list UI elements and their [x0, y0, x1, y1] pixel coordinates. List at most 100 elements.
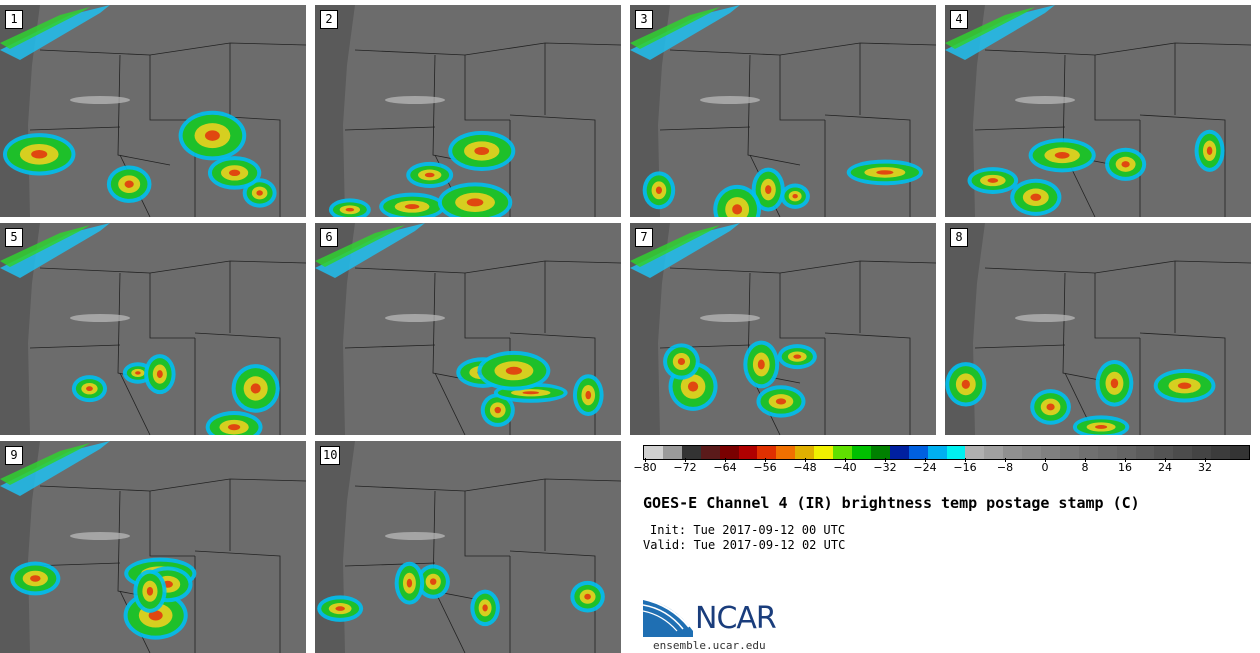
colorbar-segment	[889, 446, 909, 459]
panel-number: 5	[5, 228, 23, 247]
stamp-panel-9: 9	[0, 441, 306, 653]
colorbar-tick-label: −48	[793, 461, 817, 474]
colorbar-tick-label: 8	[1081, 461, 1089, 474]
colorbar-segment	[1192, 446, 1212, 459]
colorbar-tick-label: −80	[633, 461, 657, 474]
colorbar-segment	[927, 446, 947, 459]
panel-number: 2	[320, 10, 338, 29]
colorbar-segment	[833, 446, 852, 459]
ncar-logo: NCAR	[642, 597, 793, 643]
colorbar-segment	[1211, 446, 1231, 459]
colorbar-segment	[870, 446, 890, 459]
colorbar-segment	[1003, 446, 1023, 459]
colorbar-tick	[925, 458, 926, 462]
colorbar-tick	[1205, 458, 1206, 462]
colorbar-tick-label: 16	[1118, 461, 1132, 474]
colorbar-tick	[965, 458, 966, 462]
panel-number: 6	[320, 228, 338, 247]
colorbar-tick-label: 24	[1158, 461, 1172, 474]
colorbar-segment	[1173, 446, 1193, 459]
figure-title: GOES-E Channel 4 (IR) brightness temp po…	[643, 494, 1140, 512]
colorbar-tick-label: −40	[833, 461, 857, 474]
colorbar-segment	[1022, 446, 1042, 459]
logo-text: NCAR	[695, 601, 777, 636]
map-image	[315, 5, 621, 217]
colorbar-tick	[1085, 458, 1086, 462]
colorbar-tick-label: −24	[913, 461, 937, 474]
colorbar-segment	[1116, 446, 1136, 459]
colorbar-segment	[1059, 446, 1079, 459]
colorbar-tick	[1005, 458, 1006, 462]
colorbar-segment	[662, 446, 682, 459]
stamp-panel-5: 5	[0, 223, 306, 435]
colorbar-segment	[814, 446, 834, 459]
panel-number: 1	[5, 10, 23, 29]
colorbar-tick-label: 32	[1198, 461, 1212, 474]
colorbar-tick-label: 0	[1041, 461, 1049, 474]
colorbar-tick	[765, 458, 766, 462]
map-image	[0, 223, 306, 435]
colorbar-segment	[795, 446, 815, 459]
panel-number: 4	[950, 10, 968, 29]
stamp-panel-8: 8	[945, 223, 1251, 435]
colorbar-segment	[908, 446, 928, 459]
stamp-panel-3: 3	[630, 5, 936, 217]
colorbar-tick	[1165, 458, 1166, 462]
colorbar-segment	[738, 446, 758, 459]
map-image	[945, 5, 1251, 217]
map-image	[0, 5, 306, 217]
ncar-swoosh-icon	[642, 598, 693, 637]
colorbar-tick-label: −56	[753, 461, 777, 474]
colorbar-tick	[1125, 458, 1126, 462]
panel-number: 7	[635, 228, 653, 247]
map-image	[0, 441, 306, 653]
colorbar-tick	[645, 458, 646, 462]
stamp-panel-10: 10	[315, 441, 621, 653]
colorbar-segment	[946, 446, 966, 459]
colorbar-tick	[1045, 458, 1046, 462]
colorbar-ticks: −80 −72 −64 −56 −48 −40 −32 −24 −16 −8 0 8 16 24 32	[633, 458, 1248, 478]
colorbar-segment	[719, 446, 739, 459]
colorbar-segment	[984, 446, 1004, 459]
colorbar-segment	[1078, 446, 1098, 459]
colorbar-tick-label: −64	[713, 461, 737, 474]
colorbar-segment	[851, 446, 871, 459]
panel-number: 9	[5, 446, 23, 465]
colorbar-tick	[885, 458, 886, 462]
valid-time: Valid: Tue 2017-09-12 02 UTC	[643, 538, 846, 552]
colorbar-segment	[1041, 446, 1060, 459]
colorbar-segment	[681, 446, 701, 459]
map-image	[945, 223, 1251, 435]
map-image	[315, 223, 621, 435]
colorbar-segment	[644, 446, 663, 459]
init-time: Init: Tue 2017-09-12 00 UTC	[650, 523, 846, 537]
colorbar-tick-label: −16	[953, 461, 977, 474]
colorbar-tick	[725, 458, 726, 462]
panel-number: 3	[635, 10, 653, 29]
colorbar	[643, 445, 1250, 460]
colorbar-segment	[1230, 446, 1249, 459]
stamp-panel-2: 2	[315, 5, 621, 217]
stamp-panel-6: 6	[315, 223, 621, 435]
colorbar-tick-label: −8	[996, 461, 1014, 474]
colorbar-segment	[757, 446, 777, 459]
colorbar-segment	[700, 446, 720, 459]
panel-number: 10	[320, 446, 341, 465]
stamp-panel-4: 4	[945, 5, 1251, 217]
colorbar-tick	[845, 458, 846, 462]
colorbar-segment	[776, 446, 796, 459]
colorbar-segment	[1097, 446, 1117, 459]
colorbar-tick	[805, 458, 806, 462]
colorbar-segment	[965, 446, 985, 459]
map-image	[630, 5, 936, 217]
colorbar-segment	[1135, 446, 1155, 459]
panel-number: 8	[950, 228, 968, 247]
colorbar-tick	[685, 458, 686, 462]
map-image	[315, 441, 621, 653]
colorbar-segment	[1154, 446, 1174, 459]
colorbar-tick-label: −32	[873, 461, 897, 474]
stamp-panel-1: 1	[0, 5, 306, 217]
stamp-panel-7: 7	[630, 223, 936, 435]
site-url: ensemble.ucar.edu	[653, 639, 766, 652]
map-image	[630, 223, 936, 435]
